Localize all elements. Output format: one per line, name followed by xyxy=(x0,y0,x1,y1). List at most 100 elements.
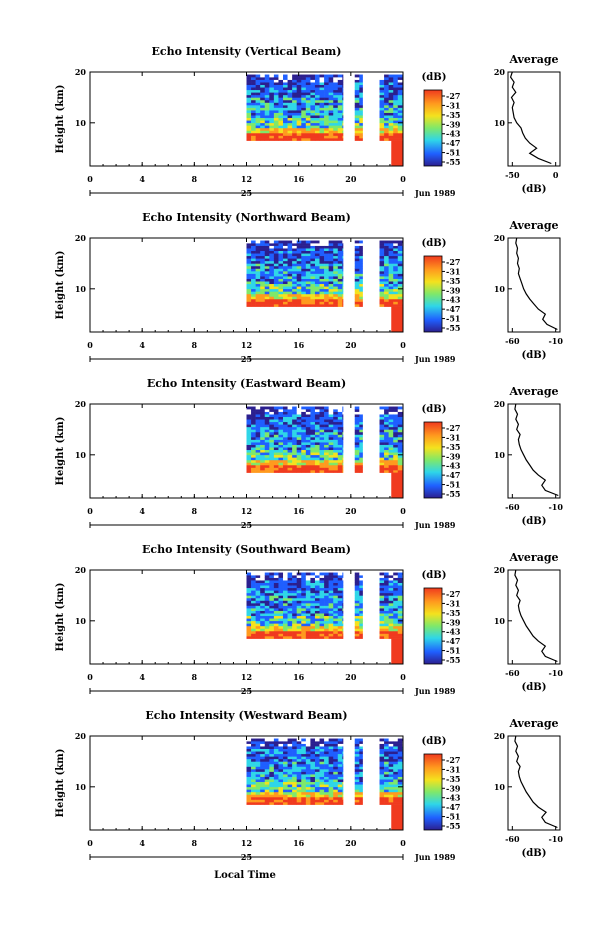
heatmap-cell xyxy=(264,439,270,443)
heatmap-cell xyxy=(283,799,288,803)
heatmap-cell xyxy=(397,117,403,121)
heatmap-cell xyxy=(384,761,389,765)
heatmap-cell xyxy=(273,127,279,131)
heatmap-cell xyxy=(301,255,307,259)
heatmap-cell xyxy=(296,122,302,126)
heatmap-cell xyxy=(379,741,385,744)
heatmap-cell xyxy=(388,470,394,473)
heatmap-cell xyxy=(337,449,343,453)
heatmap-cell xyxy=(337,625,343,629)
heatmap-cell xyxy=(264,301,270,305)
heatmap-cell xyxy=(379,426,385,430)
heatmap-cell xyxy=(319,132,325,136)
heatmap-cell xyxy=(260,245,266,249)
heatmap-cell xyxy=(310,130,316,134)
heatmap-cell xyxy=(337,796,343,800)
heatmap-cell xyxy=(359,802,363,805)
heatmap-cell xyxy=(305,278,311,282)
heatmap-cell xyxy=(273,592,279,596)
heatmap-cell xyxy=(393,741,399,744)
heatmap-cell xyxy=(384,132,389,136)
heatmap-cell xyxy=(319,419,325,423)
heatmap-cell xyxy=(305,298,311,302)
heatmap-cell xyxy=(296,120,302,124)
heatmap-cell xyxy=(269,263,275,267)
heatmap-cell xyxy=(354,117,360,121)
heatmap-cell xyxy=(246,110,252,113)
heatmap-cell xyxy=(319,615,325,619)
heatmap-cell xyxy=(333,74,339,78)
heatmap-cell xyxy=(388,406,394,410)
heatmap-cells xyxy=(246,572,404,664)
heatmap-cell xyxy=(301,424,307,428)
heatmap-cell xyxy=(391,306,403,332)
heatmap-cell xyxy=(269,452,275,456)
heatmap-cell xyxy=(314,79,320,83)
heatmap-cell xyxy=(251,636,256,639)
heatmap-cell xyxy=(337,791,343,795)
heatmap-cell xyxy=(255,467,261,471)
heatmap-cell xyxy=(292,276,298,279)
heatmap-cell xyxy=(359,796,363,800)
heatmap-cell xyxy=(273,449,279,453)
heatmap-cell xyxy=(255,286,261,290)
colorbar-tick-label: -27 xyxy=(446,423,460,433)
heatmap-cell xyxy=(283,255,288,259)
heatmap-cell xyxy=(388,786,394,790)
heatmap-cell xyxy=(292,296,298,300)
heatmap-cell xyxy=(324,122,329,126)
heatmap-cell xyxy=(260,79,266,83)
heatmap-cell xyxy=(384,92,389,96)
heatmap-cell xyxy=(296,260,302,264)
heatmap-cell xyxy=(301,117,307,121)
heatmap-cell xyxy=(359,112,363,116)
heatmap-cell xyxy=(359,774,363,777)
heatmap-cell xyxy=(310,94,316,98)
heatmap-cell xyxy=(278,115,284,119)
heatmap-cell xyxy=(314,263,320,267)
heatmap-cell xyxy=(255,112,261,116)
heatmap-cell xyxy=(287,628,293,632)
heatmap-cell xyxy=(246,283,252,287)
heatmap-cell xyxy=(388,431,394,435)
heatmap-cell xyxy=(359,416,363,420)
heatmap-cell xyxy=(328,288,334,292)
heatmap-cell xyxy=(388,784,394,788)
heatmap-cell xyxy=(273,590,279,594)
y-tick-label: 10 xyxy=(75,616,87,626)
heatmap-cell xyxy=(255,115,261,119)
heatmap-cell xyxy=(264,291,270,295)
colorbar xyxy=(423,255,443,333)
heatmap-cell xyxy=(251,781,256,785)
heatmap-cell xyxy=(301,794,307,798)
heatmap-cell xyxy=(246,291,252,295)
heatmap-cell xyxy=(397,464,403,468)
heatmap-cell xyxy=(337,595,343,599)
heatmap-cell xyxy=(301,774,307,777)
heatmap-cell xyxy=(278,580,284,583)
heatmap-cell xyxy=(283,580,288,583)
heatmap-cell xyxy=(246,409,252,412)
heatmap-cell xyxy=(397,442,403,445)
heatmap-cell xyxy=(337,769,343,772)
heatmap-cell xyxy=(292,741,298,744)
heatmap-cell xyxy=(310,77,316,80)
heatmap-cell xyxy=(246,243,252,246)
heatmap-cell xyxy=(305,250,311,254)
heatmap-cell xyxy=(397,738,403,742)
heatmap-cell xyxy=(255,273,261,277)
heatmap-cell xyxy=(246,84,252,88)
heatmap-cell xyxy=(397,776,403,780)
heatmap-cell xyxy=(328,771,334,775)
heatmap-cell xyxy=(251,298,256,302)
heatmap-cell xyxy=(379,447,385,451)
heatmap-cell xyxy=(278,278,284,282)
heatmap-cell xyxy=(264,771,270,775)
heatmap-cell xyxy=(388,771,394,775)
heatmap-cell xyxy=(301,781,307,785)
heatmap-cell xyxy=(264,89,270,93)
heatmap-cell xyxy=(333,605,339,609)
heatmap-cell xyxy=(269,771,275,775)
heatmap-cell xyxy=(301,600,307,604)
heatmap-cell xyxy=(246,268,252,272)
